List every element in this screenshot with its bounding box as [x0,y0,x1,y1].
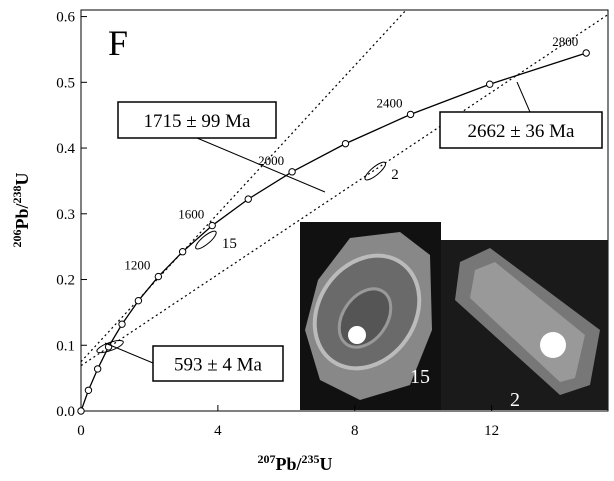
discordia [81,14,608,367]
concordia-point [93,365,102,373]
y-axis-label: 206Pb/238U [10,172,32,247]
y-tick-label: 0.0 [56,404,75,420]
panel-label: F [108,23,128,63]
t: Pb/ [275,454,302,474]
concordia-point [118,320,126,328]
spot [348,326,366,344]
y-tick-label: 0.5 [56,75,75,91]
leader-line [104,342,154,364]
y-tick-label: 0.6 [56,10,75,26]
annotation: 2662 ± 36 Ma [467,121,575,142]
plot-frame [80,9,609,412]
age-label: 2000 [258,153,284,168]
concordia-point [77,407,85,415]
concordia-point [154,272,163,281]
annotation: 593 ± 4 Ma [174,355,263,376]
sup: 235 [302,452,320,466]
age-label: 2800 [552,34,578,49]
concordia-point [341,139,350,148]
ellipse-label: 15 [222,236,237,252]
y-tick-label: 0.2 [56,273,75,289]
inset-images: 15 2 [300,222,608,411]
age-label: 1600 [178,207,204,222]
annotation-box [152,345,284,382]
error-ellipse [195,230,217,250]
annotation-box [439,111,603,149]
sup: 238 [10,185,24,203]
annotation: 1715 ± 99 Ma [143,111,251,132]
error-ellipse [96,339,124,354]
t: Pb/ [12,203,32,230]
concordia-point [288,168,296,176]
x-tick-label: 12 [484,423,499,439]
concordia-point [582,49,590,57]
age-label: 2400 [377,95,403,110]
inset-label: 2 [510,389,520,411]
t: U [320,454,333,474]
age-label: 1200 [124,258,150,273]
spot [540,332,566,358]
concordia-point [178,248,187,256]
concordia-point [244,195,252,203]
sup: 207 [257,452,275,466]
concordia-point [84,386,93,394]
inset-label: 15 [410,366,430,388]
annotation-box [117,101,277,139]
concordia-point [208,221,216,230]
leader-line [196,137,326,193]
leader-line [516,81,531,113]
ellipse-label: 2 [391,167,399,183]
x-axis-label: 207Pb/235U [257,452,332,474]
x-tick-label: 4 [214,423,222,439]
concordia-point [134,296,143,305]
y-tick-label: 0.1 [56,338,75,354]
concordia-point [486,80,494,88]
error-ellipse [364,161,387,181]
y-tick-label: 0.3 [56,207,75,223]
y-tick-label: 0.4 [56,141,75,157]
concordia-point [406,110,415,119]
x-tick-label: 8 [351,423,359,439]
t: U [12,172,32,185]
x-tick-label: 0 [77,423,85,439]
sup: 206 [10,230,24,248]
